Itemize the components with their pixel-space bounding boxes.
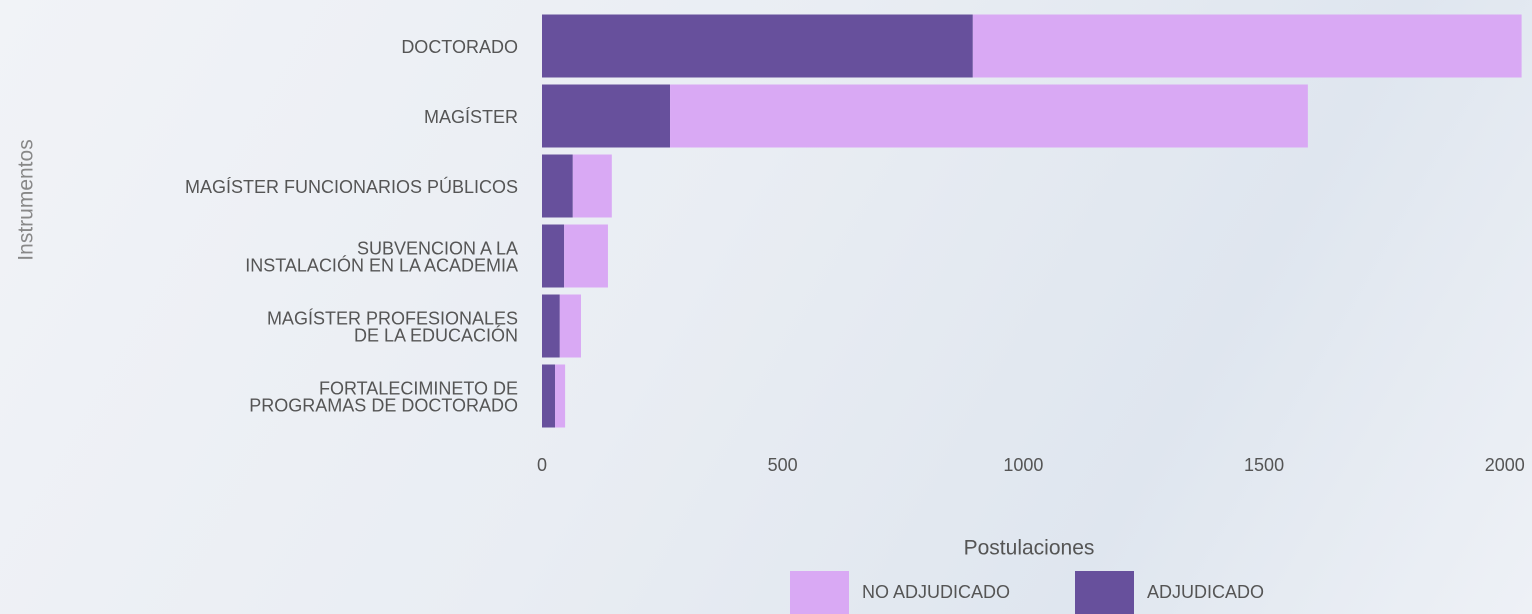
y-tick-label: FORTALECIMINETO DE PROGRAMAS DE DOCTORADO (249, 378, 518, 415)
bar-segment (572, 154, 612, 218)
y-axis-title: Instrumentos (15, 139, 38, 260)
bar-segment (542, 224, 565, 288)
bar-segment (559, 294, 581, 358)
y-tick-label: MAGÍSTER (424, 107, 518, 127)
x-tick-label: 2000 (1485, 455, 1525, 475)
y-tick-label: DOCTORADO (401, 37, 518, 57)
bar-segment (554, 364, 566, 428)
bar-segment (542, 84, 671, 148)
bar-segment (972, 14, 1522, 78)
y-tick-label: MAGÍSTER FUNCIONARIOS PÚBLICOS (185, 176, 518, 197)
y-tick-label: MAGÍSTER PROFESIONALES DE LA EDUCACIÓN (267, 308, 518, 345)
x-axis-title: Postulaciones (964, 537, 1095, 560)
legend-label: ADJUDICADO (1147, 582, 1264, 602)
x-tick-label: 500 (768, 455, 798, 475)
bar-segment (564, 224, 608, 288)
bar-segment (670, 84, 1308, 148)
x-tick-label: 1500 (1244, 455, 1284, 475)
legend-swatch (790, 571, 849, 614)
x-tick-label: 1000 (1003, 455, 1043, 475)
y-tick-label: SUBVENCION A LA INSTALACIÓN EN LA ACADEMI… (245, 238, 518, 275)
bar-segment (542, 14, 973, 78)
bar-segment (542, 154, 573, 218)
bar-segment (542, 294, 560, 358)
bar-segment (542, 364, 555, 428)
x-tick-label: 0 (537, 455, 547, 475)
legend-swatch (1075, 571, 1134, 614)
legend-label: NO ADJUDICADO (862, 582, 1010, 602)
